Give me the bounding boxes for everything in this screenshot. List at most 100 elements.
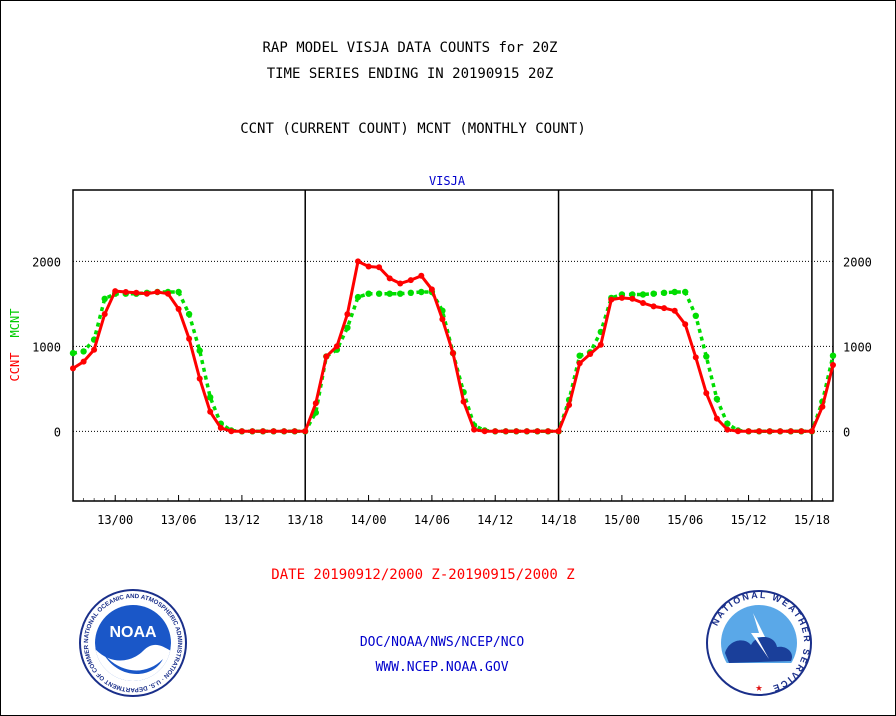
data-point-ccnt	[143, 290, 150, 297]
data-point-ccnt	[122, 289, 129, 295]
data-point-ccnt	[566, 402, 573, 408]
data-point-ccnt	[333, 343, 340, 350]
data-point-mcnt	[375, 290, 383, 297]
data-point-ccnt	[513, 428, 520, 435]
x-tick-label: 13/18	[287, 513, 323, 527]
data-point-mcnt	[407, 289, 414, 296]
noaa-logo: NOAA NATIONAL OCEANIC AND ATMOSPHERIC AD…	[79, 589, 187, 697]
data-point-ccnt	[291, 428, 298, 435]
data-point-mcnt	[344, 324, 351, 331]
data-point-ccnt	[703, 390, 710, 397]
data-point-ccnt	[471, 426, 478, 433]
ylabel-ccnt: CCNT	[8, 353, 22, 382]
data-point-ccnt	[133, 289, 140, 296]
x-tick-label: 15/00	[604, 513, 640, 527]
y-tick-label-right: 1000	[843, 340, 872, 354]
data-point-ccnt	[376, 264, 383, 271]
data-point-ccnt	[260, 428, 266, 435]
data-point-mcnt	[692, 312, 699, 319]
data-point-ccnt	[608, 296, 615, 303]
data-point-ccnt	[766, 428, 773, 435]
data-point-ccnt	[692, 354, 699, 361]
x-tick-label: 13/06	[160, 513, 196, 527]
data-point-ccnt	[407, 277, 414, 284]
data-point-ccnt	[439, 316, 446, 323]
data-point-ccnt	[112, 288, 119, 295]
data-point-ccnt	[270, 428, 277, 435]
data-point-ccnt	[302, 428, 309, 435]
data-point-ccnt	[397, 280, 404, 287]
data-point-ccnt	[502, 428, 509, 435]
data-point-mcnt	[101, 295, 108, 302]
data-series	[69, 258, 837, 435]
title-line-2: TIME SERIES ENDING IN 20190915 20Z	[267, 66, 554, 82]
y-tick-label-right: 0	[843, 425, 850, 439]
data-point-ccnt	[756, 428, 763, 435]
data-point-mcnt	[69, 349, 77, 357]
data-point-ccnt	[671, 307, 678, 314]
data-point-ccnt	[312, 400, 319, 407]
plot-area	[72, 189, 834, 502]
data-point-mcnt	[639, 291, 647, 298]
data-point-mcnt	[207, 394, 214, 401]
data-point-mcnt	[671, 288, 678, 296]
x-axis-ticks: 13/00 13/06 13/12 13/18 14/00 14/06 14/12 14/18…	[72, 495, 834, 527]
x-tick-label: 14/12	[477, 513, 513, 527]
url-line: WWW.NCEP.NOAA.GOV	[375, 660, 508, 675]
data-point-ccnt	[249, 428, 256, 435]
data-point-mcnt	[397, 290, 404, 297]
data-point-ccnt	[281, 428, 288, 435]
data-point-ccnt	[386, 275, 393, 282]
data-point-mcnt	[185, 310, 193, 318]
data-point-ccnt	[555, 428, 562, 435]
data-point-ccnt	[165, 290, 171, 297]
data-point-ccnt	[819, 403, 826, 410]
y-axis-ticks: 0 0 1000 1000 2000 2000	[32, 255, 872, 439]
date-range: DATE 20190912/2000 Z-20190915/2000 Z	[271, 567, 574, 583]
data-point-ccnt	[228, 428, 235, 435]
data-point-ccnt	[450, 350, 456, 357]
data-point-ccnt	[545, 428, 551, 435]
data-point-mcnt	[650, 290, 657, 297]
nws-star-icon: ★	[755, 680, 762, 694]
data-point-mcnt	[713, 395, 721, 403]
data-point-ccnt	[217, 424, 224, 431]
data-point-ccnt	[534, 428, 541, 435]
data-point-ccnt	[175, 306, 182, 312]
credit-line: DOC/NOAA/NWS/NCEP/NCO	[360, 635, 525, 650]
ylabel-mcnt: MCNT	[8, 309, 22, 338]
data-point-ccnt	[418, 272, 425, 279]
subtitle: CCNT (CURRENT COUNT) MCNT (MONTHLY COUNT…	[240, 121, 586, 137]
data-point-mcnt	[829, 352, 837, 359]
data-point-mcnt	[365, 290, 372, 297]
data-point-ccnt	[597, 341, 604, 348]
x-tick-label: 14/06	[414, 513, 450, 527]
data-point-ccnt	[787, 428, 794, 435]
data-point-mcnt	[418, 288, 425, 296]
data-point-mcnt	[682, 288, 689, 296]
data-point-ccnt	[745, 428, 752, 435]
data-point-ccnt	[207, 408, 214, 415]
data-point-ccnt	[355, 258, 361, 265]
nws-logo: NATIONAL WEATHER SERVICE ★	[706, 590, 812, 696]
data-point-ccnt	[344, 311, 351, 318]
data-point-ccnt	[91, 346, 98, 353]
data-point-mcnt	[175, 288, 182, 296]
data-point-ccnt	[154, 289, 161, 295]
data-point-ccnt	[830, 362, 836, 368]
data-point-mcnt	[703, 353, 710, 360]
data-point-ccnt	[196, 375, 203, 382]
data-point-mcnt	[724, 420, 731, 427]
data-point-mcnt	[196, 347, 203, 354]
data-point-ccnt	[713, 415, 720, 422]
data-point-ccnt	[460, 398, 467, 405]
data-point-ccnt	[618, 294, 625, 301]
data-point-mcnt	[354, 293, 362, 301]
chart-title: VISJA	[429, 174, 466, 188]
data-point-ccnt	[481, 428, 488, 435]
x-tick-label: 13/00	[97, 513, 133, 527]
data-point-ccnt	[492, 428, 499, 435]
data-point-ccnt	[661, 305, 668, 312]
data-point-ccnt	[587, 351, 594, 357]
